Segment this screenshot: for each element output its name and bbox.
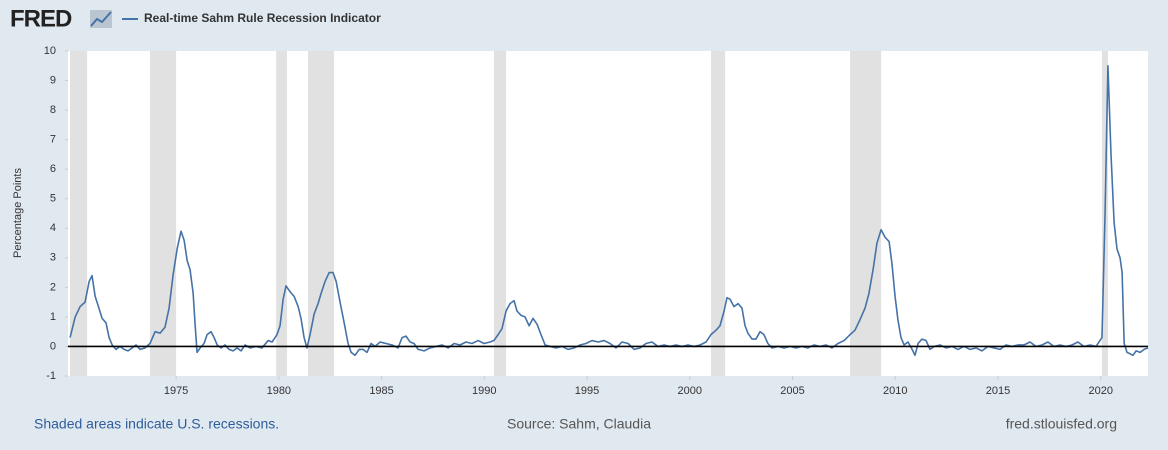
y-axis-label: Percentage Points [12, 168, 24, 258]
y-tick-label: -1 [46, 370, 56, 382]
y-tick-label: 2 [50, 281, 56, 293]
site: fred.stlouisfed.org [1006, 416, 1117, 432]
y-tick-label: 6 [50, 163, 56, 175]
y-tick-label: 10 [44, 45, 56, 57]
x-tick-label: 1985 [369, 385, 393, 397]
y-tick-label: 5 [50, 193, 56, 205]
logo-icon [90, 10, 112, 28]
logo: FRED [10, 5, 72, 32]
x-tick-label: 1975 [164, 385, 188, 397]
x-tick-label: 2015 [986, 385, 1010, 397]
y-tick-label: 1 [50, 311, 56, 323]
y-tick-label: 3 [50, 252, 56, 264]
recession-band [149, 51, 177, 376]
source: Source: Sahm, Claudia [507, 416, 651, 432]
y-tick-label: 0 [50, 340, 56, 352]
x-tick-label: 2010 [883, 385, 907, 397]
y-tick-label: 8 [50, 104, 56, 116]
recession-band [70, 51, 88, 376]
x-tick-label: 1990 [472, 385, 496, 397]
x-tick-label: 1995 [575, 385, 599, 397]
recession-band [850, 51, 882, 376]
x-tick-label: 1980 [267, 385, 291, 397]
recession-band [276, 51, 288, 376]
recession-band [493, 51, 507, 376]
x-tick-label: 2000 [678, 385, 702, 397]
y-tick-label: 9 [50, 74, 56, 86]
x-tick-label: 2005 [780, 385, 804, 397]
legend-label: Real-time Sahm Rule Recession Indicator [144, 11, 381, 25]
note: Shaded areas indicate U.S. recessions. [34, 416, 279, 432]
x-tick-label: 2020 [1088, 385, 1112, 397]
y-tick-label: 4 [50, 222, 56, 234]
plot-area [68, 51, 1148, 376]
recession-band [710, 51, 726, 376]
y-tick-label: 7 [50, 134, 56, 146]
